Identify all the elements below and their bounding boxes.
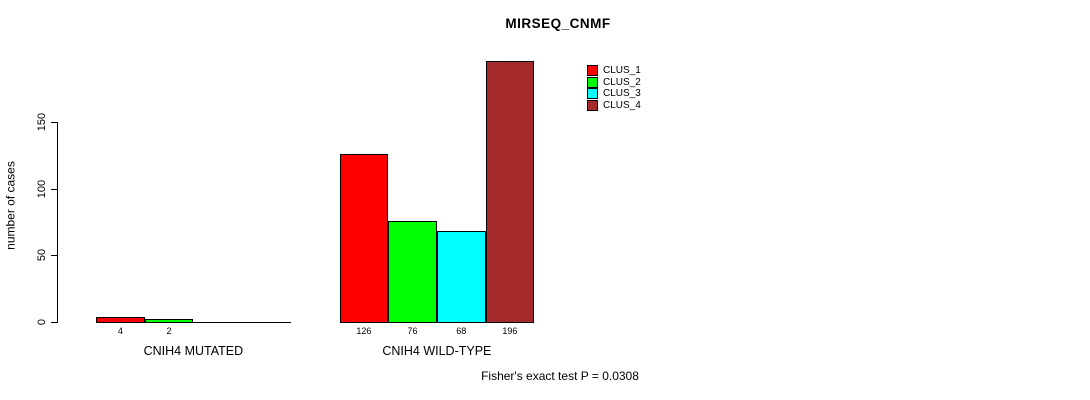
bar-clus_2-group1 bbox=[144, 319, 194, 323]
legend-label-clus_4: CLUS_4 bbox=[603, 99, 641, 111]
bar-clus_2-group2 bbox=[388, 220, 437, 323]
y-axis-tick-100 bbox=[51, 188, 57, 190]
bar-value-label-clus_1-group2: 126 bbox=[356, 326, 372, 336]
bar-value-label-clus_2-group2: 76 bbox=[407, 326, 418, 336]
y-axis-tick-label-50: 50 bbox=[36, 249, 48, 262]
bar-value-label-clus_1-group1: 4 bbox=[117, 326, 123, 336]
y-axis-tick-150 bbox=[51, 122, 57, 123]
legend-row-clus_2: CLUS_2 bbox=[587, 76, 641, 89]
bar-clus_4-group1 bbox=[242, 322, 291, 323]
y-axis-title: number of cases bbox=[3, 161, 18, 250]
legend-swatch-clus_3 bbox=[587, 88, 598, 100]
bar-clus_3-group2 bbox=[436, 231, 486, 323]
y-axis-line bbox=[57, 122, 58, 323]
y-axis-tick-0 bbox=[51, 322, 57, 323]
legend-label-clus_2: CLUS_2 bbox=[603, 76, 641, 88]
bar-clus_3-group1 bbox=[193, 322, 243, 323]
legend-row-clus_3: CLUS_3 bbox=[587, 88, 641, 100]
category-label-1: CNIH4 MUTATED bbox=[143, 344, 244, 358]
footer-note: Fisher's exact test P = 0.0308 bbox=[481, 369, 639, 383]
bar-value-label-clus_4-group2: 196 bbox=[502, 326, 518, 336]
legend-row-clus_1: CLUS_1 bbox=[587, 65, 641, 77]
y-axis-tick-label-150: 150 bbox=[36, 112, 48, 132]
y-axis-tick-50 bbox=[51, 255, 57, 257]
bar-clus_1-group2 bbox=[339, 154, 389, 323]
legend: CLUS_1 CLUS_2 CLUS_3 CLUS_4 bbox=[587, 65, 641, 111]
y-axis-tick-label-0: 0 bbox=[36, 318, 48, 326]
category-label-2: CNIH4 WILD-TYPE bbox=[382, 344, 492, 358]
legend-label-clus_1: CLUS_1 bbox=[603, 65, 641, 77]
legend-label-clus_3: CLUS_3 bbox=[603, 88, 641, 100]
chart-title: MIRSEQ_CNMF bbox=[505, 16, 611, 31]
bar-value-label-clus_2-group1: 2 bbox=[166, 326, 172, 336]
legend-swatch-clus_1 bbox=[587, 65, 598, 77]
legend-swatch-clus_4 bbox=[587, 99, 598, 111]
y-axis-tick-label-100: 100 bbox=[36, 179, 48, 198]
bar-value-label-clus_3-group2: 68 bbox=[456, 326, 467, 336]
legend-row-clus_4: CLUS_4 bbox=[587, 99, 641, 112]
legend-swatch-clus_2 bbox=[587, 76, 598, 88]
bar-clus_4-group2 bbox=[485, 60, 535, 323]
bar-clus_1-group1 bbox=[96, 316, 145, 323]
